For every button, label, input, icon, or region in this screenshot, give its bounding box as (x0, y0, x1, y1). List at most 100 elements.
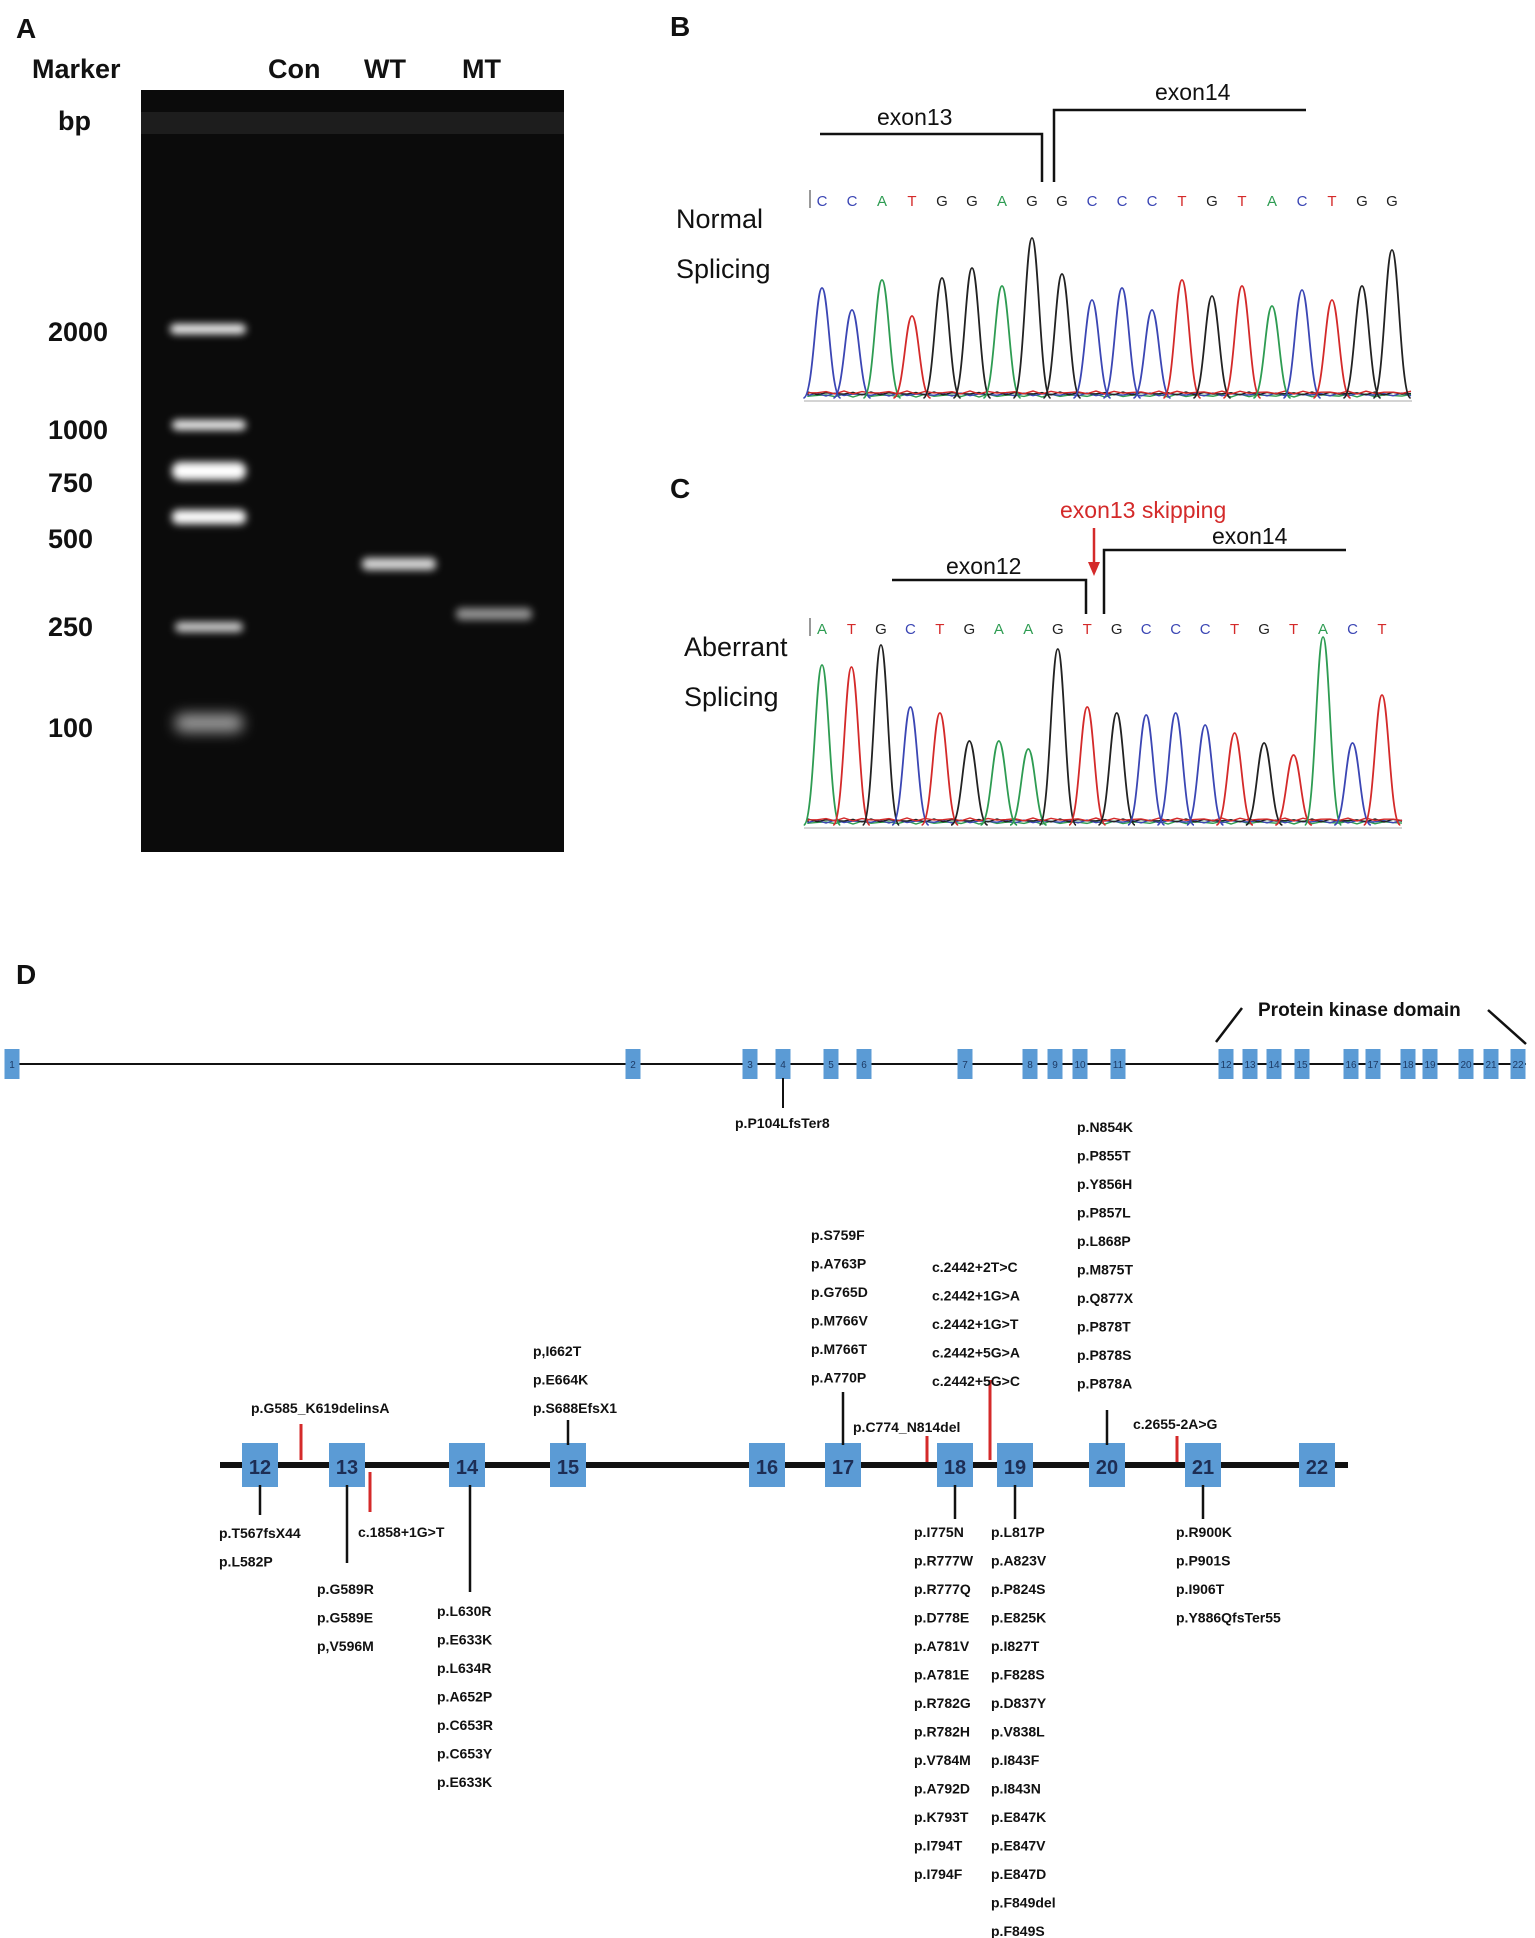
exon-box (1365, 1049, 1381, 1079)
ladder-label: 750 (48, 468, 93, 498)
exon-number: 17 (1367, 1060, 1379, 1071)
base-letter: G (964, 621, 976, 638)
trace-peak (1042, 273, 1082, 399)
exon-box (1047, 1049, 1063, 1079)
panel-d: D Protein kinase domain 1 2 3 4 5 6 7 8 9 10 11 12 1… (4, 959, 1527, 1938)
ladder-band (175, 714, 243, 732)
gel-header-wt: WT (364, 54, 406, 84)
base-letter: A (877, 193, 887, 210)
mutation-label: p.L630R (437, 1603, 491, 1619)
base-letter: A (997, 193, 1007, 210)
base-letter: C (905, 621, 916, 638)
mutation-label: p.N854K (1077, 1119, 1133, 1135)
trace-peak (922, 277, 962, 399)
exon-number: 6 (861, 1060, 867, 1071)
intronic-ticks (299, 1380, 1179, 1512)
mutation-label: p.Y856H (1077, 1176, 1132, 1192)
base-letter: C (1200, 621, 1211, 638)
mutation-label: p.L868P (1077, 1233, 1131, 1249)
ladder-band (170, 324, 246, 334)
base-letter: C (1117, 193, 1128, 210)
protein-kinase-domain-label: Protein kinase domain (1258, 1000, 1461, 1021)
mutation-label: p.P878T (1077, 1319, 1131, 1335)
exon-box (4, 1049, 20, 1079)
gel-bands (170, 324, 532, 732)
exon-box (775, 1049, 791, 1079)
base-letter: C (1087, 193, 1098, 210)
detail-exon-number: 22 (1306, 1457, 1328, 1479)
mutation-label: p.I794T (914, 1838, 963, 1854)
splicing-label-aberrant: Aberrant (684, 632, 788, 662)
exon-number: 10 (1074, 1060, 1086, 1071)
mutation-label: p,V596M (317, 1638, 374, 1654)
trace-peak (832, 666, 871, 826)
trace-peak (1127, 714, 1166, 826)
base-letter: T (1377, 621, 1386, 638)
mutation-label: p.A792D (914, 1781, 970, 1797)
mutation-label: p.E847K (991, 1809, 1046, 1825)
mutation-label: p.I906T (1176, 1581, 1225, 1597)
exon-number: 16 (1345, 1060, 1357, 1071)
exon-number: 5 (828, 1060, 834, 1071)
trace-peak (862, 279, 902, 399)
mutation-label: p.Q877X (1077, 1290, 1134, 1306)
panel-b: B Normal Splicing exon13 exon14 C C A T G G A G… (670, 11, 1412, 402)
ladder-label: 2000 (48, 317, 108, 347)
chromatogram-traces (802, 237, 1412, 402)
trace-peak (1312, 299, 1352, 399)
base-letter: T (907, 193, 916, 210)
gene-exons: 1 2 3 4 5 6 7 8 9 10 11 12 13 14 15 16 17 18 19 20 21 22 (4, 1049, 1526, 1079)
mutation-label: c.2655-2A>G (1133, 1416, 1218, 1432)
exon-box (957, 1049, 973, 1079)
detail-exon-number: 12 (249, 1457, 271, 1479)
exon-skipping-annotation: exon13 skipping (1060, 497, 1226, 523)
exon-box (1072, 1049, 1088, 1079)
trace-peak (920, 712, 960, 826)
trace-peak (1012, 237, 1052, 399)
mutation-label: p.P104LfsTer8 (735, 1115, 830, 1131)
trace-peak (1097, 712, 1136, 826)
exon-box (1266, 1049, 1282, 1079)
exon-box (1242, 1049, 1258, 1079)
mutation-label: p.V784M (914, 1752, 971, 1768)
base-letter: G (1052, 621, 1064, 638)
mutation-label: p.M766T (811, 1341, 867, 1357)
base-letter: T (1083, 621, 1092, 638)
trace-peak (1333, 742, 1372, 826)
panel-label-d: D (16, 959, 36, 990)
exon-bracket-right (1102, 548, 1346, 614)
exon-bracket-left (892, 578, 1088, 614)
mutation-label: p.I827T (991, 1638, 1040, 1654)
trace-baseline (807, 817, 1403, 822)
exon-box (1400, 1049, 1416, 1079)
mutation-label: c.2442+5G>A (932, 1345, 1020, 1361)
trace-peak (861, 644, 901, 826)
exon-box (1218, 1049, 1234, 1079)
trace-peak (891, 706, 930, 826)
trace-peak (1362, 694, 1402, 826)
base-letter: T (935, 621, 944, 638)
exon-label-right: exon14 (1212, 523, 1288, 549)
trace-peak (802, 664, 842, 826)
trace-peak (1072, 299, 1112, 399)
mutation-label: p.G589E (317, 1610, 373, 1626)
exon-number: 9 (1052, 1060, 1058, 1071)
domain-bracket (1215, 1007, 1527, 1045)
exon-number: 22 (1512, 1060, 1524, 1071)
base-letter: T (1237, 193, 1246, 210)
exon-bracket-right (1052, 108, 1306, 182)
detail-exon-number: 21 (1192, 1457, 1214, 1479)
mutation-label: p.G765D (811, 1284, 868, 1300)
mutation-label: p.L817P (991, 1524, 1045, 1540)
base-letter: C (1147, 193, 1158, 210)
base-letter: G (1026, 193, 1038, 210)
mutation-label: p.P824S (991, 1581, 1045, 1597)
base-letter: G (1386, 193, 1398, 210)
exon-box (823, 1049, 839, 1079)
ladder-label: 100 (48, 713, 93, 743)
mt-band (456, 608, 532, 620)
detail-exon-number: 14 (456, 1457, 479, 1479)
mutation-label: p.P857L (1077, 1205, 1131, 1221)
